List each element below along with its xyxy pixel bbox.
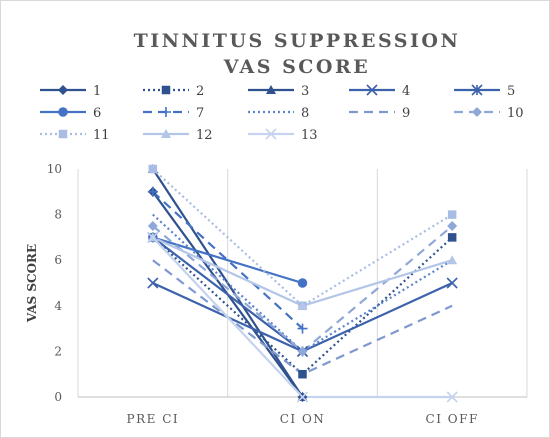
legend-item-2[interactable]: 2 xyxy=(143,84,204,99)
y-axis-label: VAS SCORE xyxy=(25,244,39,323)
legend-label: 5 xyxy=(507,84,515,99)
chart-title-line1: TINNITUS SUPPRESSION xyxy=(134,30,461,52)
legend-label: 13 xyxy=(301,128,318,143)
legend-marker xyxy=(265,128,277,140)
legend-marker xyxy=(58,129,68,139)
series-markers xyxy=(147,164,458,403)
y-axis: 0 2 4 6 8 10 xyxy=(47,162,63,404)
legend-marker xyxy=(161,85,171,95)
series-line-7 xyxy=(152,190,304,330)
chart-title-line2: VAS SCORE xyxy=(223,56,371,78)
x-tick-label: CI OFF xyxy=(426,412,479,426)
legend-label: 6 xyxy=(93,106,101,121)
data-point-12 xyxy=(297,300,308,310)
legend-label: 7 xyxy=(196,106,204,121)
series-line-6 xyxy=(152,236,303,285)
series-line-5 xyxy=(152,236,304,353)
data-point-13 xyxy=(147,231,159,243)
legend-marker xyxy=(471,84,483,96)
legend-marker xyxy=(266,85,276,94)
x-tick-label: PRE CI xyxy=(127,412,180,426)
y-tick-label: 10 xyxy=(47,162,62,176)
data-point-7 xyxy=(297,323,308,334)
legend-marker xyxy=(58,85,68,95)
data-point-13 xyxy=(296,391,309,403)
legend-label: 1 xyxy=(93,84,101,99)
legend-item-6[interactable]: 6 xyxy=(40,106,101,121)
legend-label: 8 xyxy=(301,106,309,121)
data-point-6 xyxy=(297,278,308,288)
data-point-12 xyxy=(447,255,458,265)
data-point-10 xyxy=(147,221,158,231)
legend-item-4[interactable]: 4 xyxy=(349,84,410,99)
legend-item-1[interactable]: 1 xyxy=(40,84,101,99)
legend-item-5[interactable]: 5 xyxy=(454,84,515,99)
legend-item-12[interactable]: 12 xyxy=(143,128,213,143)
legend-marker xyxy=(472,107,482,117)
legend-label: 2 xyxy=(196,84,204,99)
data-point-4 xyxy=(446,277,458,289)
legend-label: 4 xyxy=(402,84,410,99)
legend-label: 9 xyxy=(402,106,410,121)
data-point-10 xyxy=(447,221,458,231)
legend-item-9[interactable]: 9 xyxy=(349,106,410,121)
data-point-2 xyxy=(298,369,307,379)
y-tick-label: 6 xyxy=(54,253,62,267)
legend-label: 12 xyxy=(196,128,213,143)
y-tick-label: 8 xyxy=(54,208,62,222)
data-point-13 xyxy=(446,391,458,403)
y-tick-label: 0 xyxy=(54,390,62,404)
x-tick-label: CI ON xyxy=(280,412,326,426)
legend-label: 10 xyxy=(507,106,524,121)
legend-item-13[interactable]: 13 xyxy=(248,128,318,143)
legend-label: 11 xyxy=(93,128,110,143)
legend-marker xyxy=(161,107,171,117)
legend-item-3[interactable]: 3 xyxy=(248,84,309,99)
legend-item-11[interactable]: 11 xyxy=(40,128,110,143)
y-tick-label: 2 xyxy=(54,344,62,358)
legend-marker xyxy=(58,107,68,117)
data-point-11 xyxy=(447,210,457,219)
data-point-11 xyxy=(148,164,158,174)
legend-marker xyxy=(161,129,171,138)
legend-label: 3 xyxy=(301,84,309,99)
x-axis: PRE CI CI ON CI OFF xyxy=(127,412,479,426)
legend-item-7[interactable]: 7 xyxy=(143,106,204,121)
data-point-7 xyxy=(147,186,158,197)
y-tick-label: 4 xyxy=(54,299,62,313)
legend-item-10[interactable]: 10 xyxy=(454,106,524,121)
data-point-2 xyxy=(447,233,457,242)
data-point-10 xyxy=(297,346,308,357)
legend-item-8[interactable]: 8 xyxy=(248,106,309,121)
legend-marker xyxy=(366,84,378,96)
data-point-4 xyxy=(147,277,159,289)
